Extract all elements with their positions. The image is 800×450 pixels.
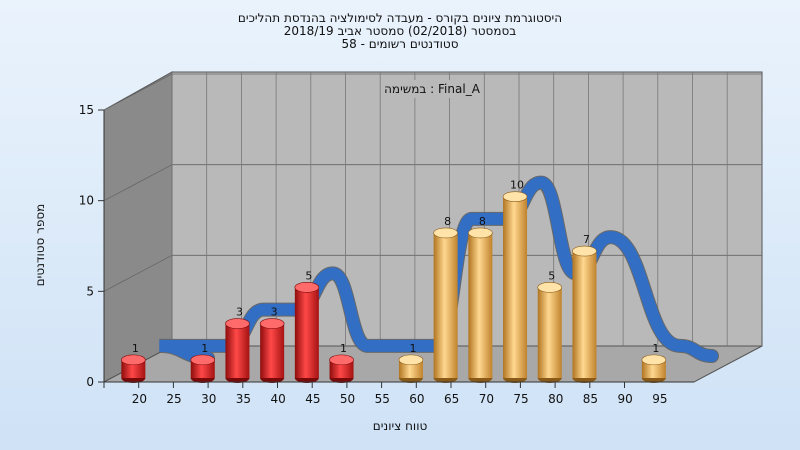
- x-tick-label: 95: [652, 392, 667, 406]
- data-label-20: 1: [132, 342, 139, 355]
- chart-title-line-1: היסטוגרמת ציונים בקורס - מעבדה לסימולציה…: [238, 11, 562, 25]
- bar-top: [121, 354, 146, 366]
- bar-65: [433, 227, 458, 383]
- x-tick-label: 65: [444, 392, 459, 406]
- bar-body: [260, 323, 285, 378]
- data-labels: 1 1 3 3 5 1 1 8 8 10 5 7 1: [132, 179, 659, 355]
- x-tick-label: 55: [375, 392, 390, 406]
- bar-body: [225, 323, 250, 378]
- x-tick-label: 80: [548, 392, 563, 406]
- bar-45: [294, 282, 320, 383]
- data-label-95: 1: [652, 342, 659, 355]
- bar-body: [294, 287, 319, 378]
- data-label-35: 3: [236, 306, 243, 319]
- annotation-box: [384, 80, 480, 98]
- bars: [121, 191, 667, 383]
- y-tick-label: 5: [86, 284, 94, 298]
- x-axis-ticks: 20 25 30 35 40 45 50 55 60 65 70 75 80 85 90 95: [103, 382, 667, 406]
- x-axis-label: טווח ציונים: [373, 419, 428, 433]
- bar-70: [468, 227, 493, 383]
- data-label-45: 5: [305, 269, 312, 282]
- gridline-left-15: [103, 73, 173, 111]
- y-tick-label: 0: [86, 375, 94, 389]
- data-label-30: 1: [201, 342, 208, 355]
- bar-35: [225, 318, 250, 383]
- bar-body: [537, 287, 562, 378]
- data-label-50: 1: [340, 342, 347, 355]
- y-tick-label: 15: [79, 103, 94, 117]
- bar-body: [503, 196, 528, 378]
- bar-top: [502, 191, 528, 202]
- bar-50: [329, 354, 354, 383]
- data-label-70: 8: [479, 215, 486, 228]
- chart-title-line-3: סטודנטים רשומים - 58: [341, 37, 458, 51]
- data-label-40: 3: [271, 306, 278, 319]
- bar-top: [294, 282, 320, 293]
- bar-top: [641, 354, 667, 366]
- x-tick-label: 20: [132, 392, 147, 406]
- bar-80: [537, 282, 563, 383]
- data-label-60: 1: [409, 342, 416, 355]
- x-tick-label: 90: [618, 392, 633, 406]
- y-axis-label: מספר סטודנטים: [33, 204, 47, 287]
- x-tick-label: 50: [340, 392, 355, 406]
- bar-top: [398, 354, 424, 366]
- bar-20: [121, 354, 146, 383]
- bar-top: [259, 318, 285, 329]
- bar-top: [433, 227, 458, 239]
- bar-30: [190, 354, 216, 383]
- x-tick-label: 85: [583, 392, 598, 406]
- left-wall: [103, 71, 173, 383]
- bar-top: [537, 282, 563, 293]
- x-tick-label: 35: [236, 392, 251, 406]
- annotation-text: במשימה : Final_A: [384, 82, 481, 96]
- x-tick-label: 45: [305, 392, 320, 406]
- bar-top: [329, 354, 354, 366]
- data-label-80: 5: [548, 269, 555, 282]
- bar-75: [502, 191, 528, 383]
- bar-60: [398, 354, 424, 383]
- y-axis-ticks: 0 5 10 15: [79, 103, 104, 389]
- bar-40: [259, 318, 285, 383]
- bar-top: [572, 245, 597, 257]
- y-tick-label: 10: [79, 194, 94, 208]
- bar-body: [468, 232, 493, 378]
- bar-top: [468, 227, 493, 239]
- gridline-left-10: [103, 164, 173, 202]
- data-label-65: 8: [444, 215, 451, 228]
- x-tick-label: 25: [166, 392, 181, 406]
- data-label-75: 10: [510, 179, 524, 192]
- data-label-85: 7: [583, 233, 590, 246]
- x-tick-label: 60: [409, 392, 424, 406]
- x-tick-label: 30: [201, 392, 216, 406]
- bar-top: [190, 354, 216, 366]
- x-tick-label: 70: [479, 392, 494, 406]
- bar-95: [641, 354, 667, 383]
- bar-top: [225, 318, 250, 329]
- chart-title-line-2: בסמסטר (02/2018) סמסטר אביב 2018/19: [284, 24, 516, 38]
- gridline-left-5: [103, 254, 173, 292]
- bar-body: [572, 251, 597, 378]
- bar-85: [572, 245, 597, 383]
- x-tick-label: 75: [513, 392, 528, 406]
- x-tick-label: 40: [271, 392, 286, 406]
- bar-body: [433, 232, 458, 378]
